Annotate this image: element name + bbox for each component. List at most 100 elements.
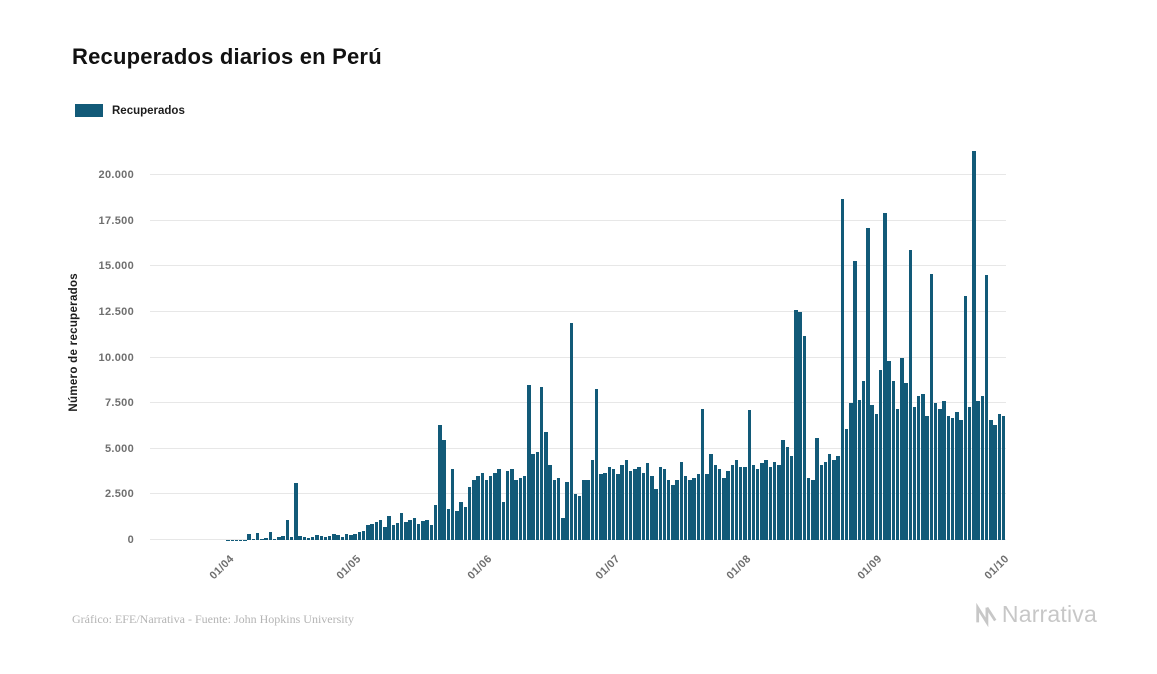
bar[interactable] xyxy=(764,459,768,540)
bar[interactable] xyxy=(976,401,980,540)
bar[interactable] xyxy=(705,474,709,540)
bar[interactable] xyxy=(997,414,1001,540)
bar[interactable] xyxy=(811,479,815,540)
bar[interactable] xyxy=(671,485,675,540)
bar[interactable] xyxy=(548,465,552,540)
bar[interactable] xyxy=(599,474,603,540)
bar[interactable] xyxy=(251,539,256,540)
bar[interactable] xyxy=(319,536,323,540)
bar[interactable] xyxy=(268,532,273,540)
bar[interactable] xyxy=(277,537,281,540)
bar[interactable] xyxy=(476,476,480,540)
bar[interactable] xyxy=(772,461,777,540)
bar[interactable] xyxy=(955,412,959,540)
bar[interactable] xyxy=(802,335,807,540)
bar[interactable] xyxy=(747,410,751,540)
bar[interactable] xyxy=(942,401,946,540)
bar[interactable] xyxy=(781,439,785,540)
bar[interactable] xyxy=(925,415,929,540)
bar[interactable] xyxy=(950,417,955,540)
bar[interactable] xyxy=(514,479,518,540)
bar[interactable] xyxy=(285,519,290,540)
bar[interactable] xyxy=(726,470,730,540)
bar[interactable] xyxy=(650,476,654,540)
bar[interactable] xyxy=(696,474,701,540)
bar[interactable] xyxy=(806,477,811,540)
bar[interactable] xyxy=(378,519,383,540)
bar[interactable] xyxy=(438,425,442,540)
bar[interactable] xyxy=(323,537,328,540)
bar[interactable] xyxy=(370,523,374,540)
bar[interactable] xyxy=(675,479,679,540)
bar[interactable] xyxy=(789,456,794,540)
bar[interactable] xyxy=(967,406,972,540)
bar[interactable] xyxy=(247,533,251,540)
bar[interactable] xyxy=(633,468,637,540)
bar[interactable] xyxy=(895,408,900,540)
bar[interactable] xyxy=(683,476,688,540)
bar[interactable] xyxy=(946,415,951,540)
bar[interactable] xyxy=(391,525,395,540)
bar[interactable] xyxy=(853,260,857,540)
bar[interactable] xyxy=(336,535,340,540)
bar[interactable] xyxy=(760,463,764,540)
bar[interactable] xyxy=(306,538,311,540)
bar[interactable] xyxy=(857,399,862,540)
bar[interactable] xyxy=(908,249,912,540)
bar[interactable] xyxy=(798,311,802,540)
bar[interactable] xyxy=(645,463,650,540)
bar[interactable] xyxy=(353,533,357,540)
bar[interactable] xyxy=(463,507,468,540)
bar[interactable] xyxy=(989,419,993,540)
bar[interactable] xyxy=(921,394,925,540)
bar[interactable] xyxy=(302,537,307,540)
bar[interactable] xyxy=(472,479,476,540)
bar[interactable] xyxy=(717,468,722,540)
bar[interactable] xyxy=(332,534,336,540)
bar[interactable] xyxy=(993,425,997,540)
bar[interactable] xyxy=(518,477,523,540)
bar[interactable] xyxy=(654,488,658,540)
bar[interactable] xyxy=(421,520,425,540)
bar[interactable] xyxy=(823,461,828,540)
bar[interactable] xyxy=(709,454,713,540)
legend-item[interactable]: Recuperados xyxy=(75,104,185,117)
bar[interactable] xyxy=(535,452,540,540)
bar[interactable] xyxy=(785,446,790,540)
bar[interactable] xyxy=(429,524,434,540)
bar[interactable] xyxy=(412,518,417,540)
bar[interactable] xyxy=(768,467,773,540)
bar[interactable] xyxy=(586,479,590,540)
bar[interactable] xyxy=(959,419,963,540)
bar[interactable] xyxy=(497,468,501,540)
bar[interactable] xyxy=(561,518,565,540)
bar[interactable] xyxy=(849,403,853,540)
bar[interactable] xyxy=(264,537,268,540)
bar[interactable] xyxy=(874,414,879,540)
bar[interactable] xyxy=(484,479,489,540)
bar[interactable] xyxy=(887,361,891,540)
bar[interactable] xyxy=(361,530,366,540)
bar[interactable] xyxy=(467,487,472,540)
bar[interactable] xyxy=(980,395,985,540)
bar[interactable] xyxy=(878,370,883,540)
bar[interactable] xyxy=(480,472,484,540)
bar[interactable] xyxy=(315,535,319,540)
bar[interactable] xyxy=(620,465,624,540)
bar[interactable] xyxy=(281,536,285,540)
bar[interactable] xyxy=(544,432,548,540)
bar[interactable] xyxy=(819,465,823,540)
bar[interactable] xyxy=(730,465,735,540)
bar[interactable] xyxy=(713,465,718,540)
bar[interactable] xyxy=(383,527,387,540)
bar[interactable] xyxy=(527,384,531,540)
bar[interactable] xyxy=(459,501,463,540)
bar[interactable] xyxy=(891,381,896,540)
bar[interactable] xyxy=(455,510,459,540)
bar[interactable] xyxy=(565,481,569,540)
bar[interactable] xyxy=(539,386,544,540)
bar[interactable] xyxy=(637,467,641,540)
bar[interactable] xyxy=(815,437,819,540)
bar[interactable] xyxy=(255,533,260,540)
bar[interactable] xyxy=(298,535,302,540)
